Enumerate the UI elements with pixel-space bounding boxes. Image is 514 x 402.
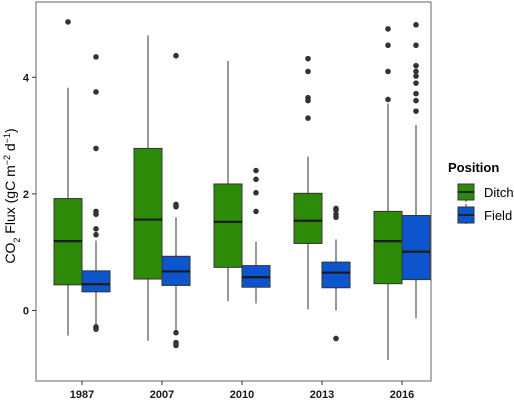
box-group-ditch-2010 (213, 60, 243, 302)
outlier-point (413, 42, 419, 49)
outlier-point (385, 42, 391, 49)
x-tick-label: 2016 (390, 389, 414, 401)
outlier-point (253, 208, 259, 215)
box-iqr (373, 210, 403, 285)
legend-title: Position (448, 160, 499, 175)
x-tick-label: 2013 (310, 389, 334, 401)
legend: Position Ditch Field (448, 160, 514, 224)
x-tick-label: 2007 (150, 389, 174, 401)
outlier-point (93, 208, 99, 215)
box-iqr (321, 261, 351, 289)
box-group-field-2016 (401, 22, 431, 319)
outlier-point (333, 335, 339, 342)
outlier-point (413, 62, 419, 69)
outlier-point (93, 231, 99, 238)
box-iqr (133, 147, 163, 280)
outlier-point (413, 68, 419, 75)
x-tick-label: 2010 (230, 389, 254, 401)
legend-label-ditch: Ditch (484, 185, 514, 200)
outlier-point (413, 80, 419, 86)
y-axis-title: CO2 Flux (gC m−2 d−1) (2, 128, 22, 263)
box-group-field-2013 (321, 205, 351, 342)
box-iqr (81, 270, 111, 293)
box-group-ditch-2013 (293, 55, 323, 310)
x-axis: 1987 2007 2010 2013 2016 (70, 381, 414, 401)
outlier-point (385, 68, 391, 75)
legend-item-ditch: Ditch (457, 183, 514, 202)
y-tick-label: 0 (23, 306, 29, 318)
outlier-point (93, 54, 99, 60)
outlier-point (253, 167, 259, 174)
outlier-point (253, 176, 259, 183)
outlier-point (385, 26, 391, 32)
outlier-point (173, 201, 179, 208)
y-tick-label: 4 (23, 72, 30, 84)
outlier-point (413, 22, 419, 28)
outlier-point (173, 342, 179, 349)
outlier-point (65, 19, 71, 25)
box-group-field-2010 (241, 167, 271, 304)
outlier-point (93, 145, 99, 152)
outlier-point (93, 89, 99, 95)
y-axis: 0 2 4 (23, 72, 36, 318)
box-group-field-2007 (161, 52, 191, 349)
box-iqr (213, 183, 243, 268)
legend-item-field: Field (457, 204, 512, 224)
outlier-point (173, 329, 179, 336)
outlier-point (93, 324, 99, 330)
outlier-point (413, 73, 419, 79)
box-iqr (401, 214, 431, 281)
y-tick-label: 2 (23, 189, 29, 201)
boxes-layer (53, 19, 431, 361)
outlier-point (385, 96, 391, 103)
outlier-point (333, 205, 339, 212)
outlier-point (305, 94, 311, 101)
outlier-point (173, 52, 179, 59)
box-iqr (293, 192, 323, 244)
box-group-ditch-1987 (53, 19, 83, 336)
outlier-point (413, 90, 419, 97)
outlier-point (333, 211, 339, 218)
outlier-point (413, 108, 419, 114)
box-group-field-1987 (81, 54, 111, 332)
outlier-point (305, 115, 311, 121)
legend-label-field: Field (484, 208, 512, 223)
box-group-ditch-2007 (133, 35, 163, 341)
outlier-point (413, 97, 419, 104)
outlier-point (253, 189, 259, 196)
outlier-point (305, 68, 311, 75)
outlier-point (93, 226, 99, 232)
x-tick-label: 1987 (70, 389, 94, 401)
box-group-ditch-2016 (373, 26, 403, 361)
outlier-point (305, 55, 311, 62)
